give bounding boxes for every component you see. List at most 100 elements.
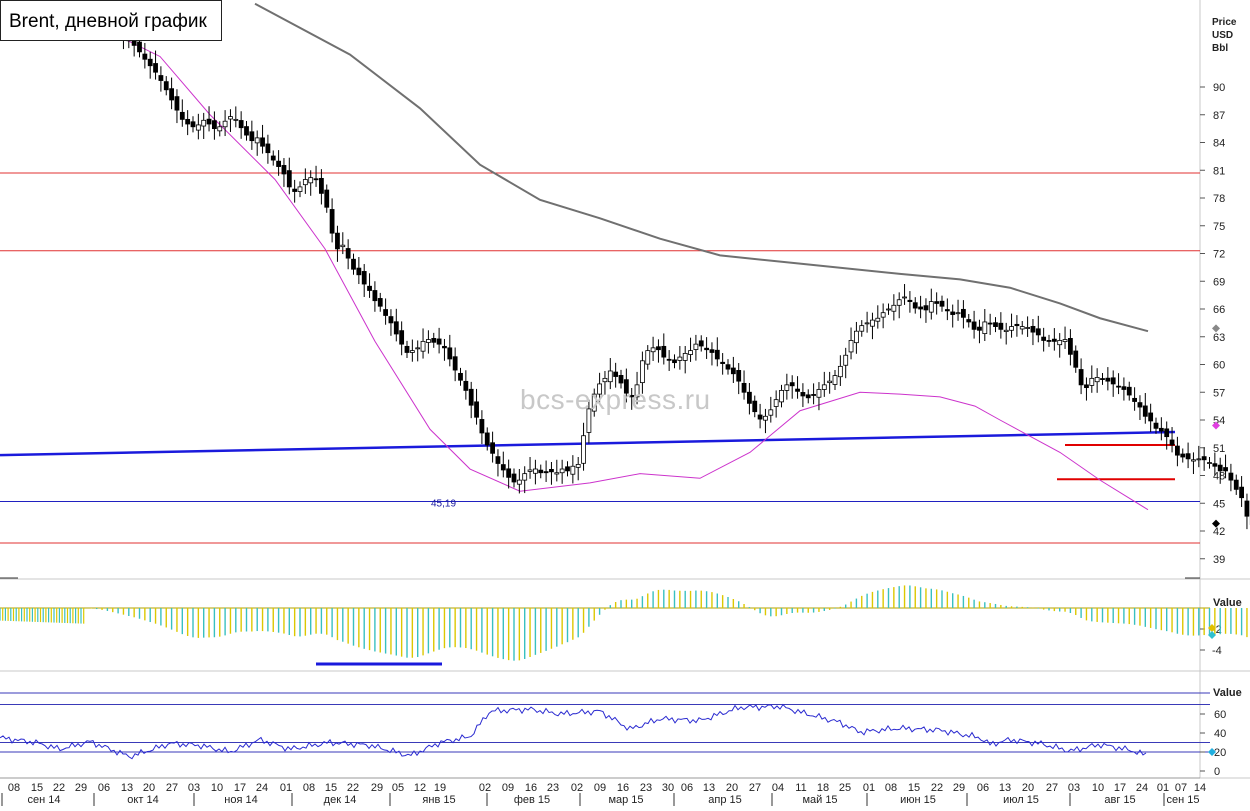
candle-body: [147, 58, 153, 67]
x-month-label: фев 15: [514, 794, 550, 806]
candle-body: [527, 469, 533, 472]
candle-body: [153, 63, 158, 73]
candle-body: [613, 371, 619, 377]
candle-body: [393, 321, 399, 335]
x-day-label: 22: [931, 782, 943, 794]
macd-bars-group: [0, 585, 1248, 661]
candle-body: [645, 350, 651, 365]
candle-body: [265, 143, 271, 154]
candle-body: [1009, 326, 1014, 331]
candle-body: [367, 285, 372, 291]
candle-body: [1116, 385, 1121, 388]
candle-body: [800, 392, 806, 397]
candle-body: [570, 465, 576, 475]
candle-body: [1196, 458, 1202, 461]
candle-body: [1228, 472, 1234, 481]
candle-body: [1153, 422, 1159, 429]
candle-body: [1201, 456, 1207, 461]
x-day-label: 03: [188, 782, 200, 794]
candle-body: [1158, 427, 1164, 432]
candle-body: [752, 400, 758, 413]
candle-body: [195, 124, 201, 131]
candle-body: [388, 316, 394, 324]
candle-body: [254, 137, 260, 144]
candle-body: [1132, 397, 1137, 402]
candle-body: [158, 75, 164, 81]
candle-body: [163, 81, 169, 91]
candle-body: [1191, 459, 1196, 462]
candle-body: [211, 120, 217, 130]
price-tick-label: 45: [1213, 498, 1225, 510]
candle-body: [741, 382, 747, 393]
candle-body: [837, 365, 843, 378]
price-tick-label: 48: [1213, 471, 1225, 483]
candle-body: [950, 311, 956, 315]
candle-body: [420, 340, 426, 352]
candle-body: [1126, 386, 1132, 396]
candle-body: [821, 384, 827, 390]
candle-body: [1233, 479, 1239, 490]
price-axis-title: Price USD Bbl: [1212, 16, 1236, 55]
rsi-tick-label: 0: [1214, 766, 1220, 778]
candle-body: [859, 325, 865, 332]
candle-body: [971, 321, 977, 330]
candle-body: [720, 361, 726, 364]
candle-body: [1003, 329, 1009, 332]
candle-body: [297, 186, 303, 192]
x-day-label: 09: [594, 782, 606, 794]
candles-group: [83, 0, 1250, 530]
candle-body: [1164, 428, 1170, 438]
candle-body: [1148, 412, 1154, 422]
candle-body: [356, 267, 362, 276]
candle-body: [591, 393, 597, 412]
x-day-label: 24: [256, 782, 268, 794]
x-day-label: 20: [1022, 782, 1034, 794]
last-value-marker: [1212, 519, 1220, 528]
candle-body: [725, 364, 731, 370]
x-day-label: 10: [211, 782, 223, 794]
candle-body: [340, 244, 346, 248]
candle-body: [618, 375, 624, 384]
candle-body: [559, 468, 565, 474]
candle-body: [1073, 350, 1079, 368]
candle-body: [383, 309, 389, 316]
candle-body: [351, 258, 356, 270]
candle-body: [1105, 377, 1111, 382]
macd-last-marker-2: [1208, 631, 1216, 639]
candle-body: [458, 372, 463, 381]
x-month-label: окт 14: [127, 794, 158, 806]
x-month-label: янв 15: [422, 794, 455, 806]
candle-body: [1175, 445, 1180, 456]
x-month-label: сен 14: [28, 794, 61, 806]
x-day-label: 25: [839, 782, 851, 794]
x-day-label: 29: [953, 782, 965, 794]
candle-body: [1217, 464, 1223, 472]
candle-body: [490, 442, 496, 454]
candle-body: [222, 120, 228, 128]
price-tick-label: 60: [1213, 360, 1225, 372]
price-tick-label: 72: [1213, 249, 1225, 261]
candle-body: [848, 340, 854, 353]
candle-body: [730, 367, 736, 375]
candle-body: [1025, 327, 1030, 329]
macd-axis-title: Value: [1213, 597, 1242, 609]
x-day-label: 23: [640, 782, 652, 794]
x-day-label: 20: [143, 782, 155, 794]
x-day-label: 20: [726, 782, 738, 794]
x-day-label: 01: [280, 782, 292, 794]
candle-body: [244, 126, 249, 136]
candle-body: [870, 319, 875, 327]
x-day-label: 05: [392, 782, 404, 794]
x-day-label: 24: [1136, 782, 1148, 794]
candle-body: [185, 118, 191, 125]
candle-body: [313, 178, 319, 181]
candle-body: [324, 189, 330, 208]
x-day-label: 27: [166, 782, 178, 794]
x-month-label: мар 15: [608, 794, 643, 806]
x-day-label: 08: [885, 782, 897, 794]
candle-body: [672, 359, 677, 364]
candle-body: [934, 301, 940, 304]
candle-body: [581, 435, 586, 464]
rsi-axis-title: Value: [1213, 687, 1242, 699]
